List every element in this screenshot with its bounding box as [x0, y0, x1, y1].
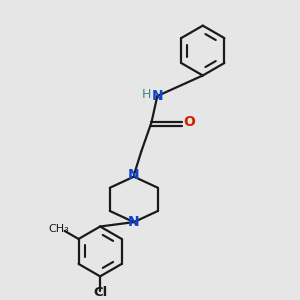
Text: Cl: Cl — [93, 286, 107, 299]
Text: N: N — [128, 215, 140, 229]
Text: H: H — [142, 88, 151, 101]
Text: CH₃: CH₃ — [49, 224, 69, 234]
Text: O: O — [183, 116, 195, 129]
Text: N: N — [152, 89, 164, 103]
Text: N: N — [128, 168, 140, 182]
